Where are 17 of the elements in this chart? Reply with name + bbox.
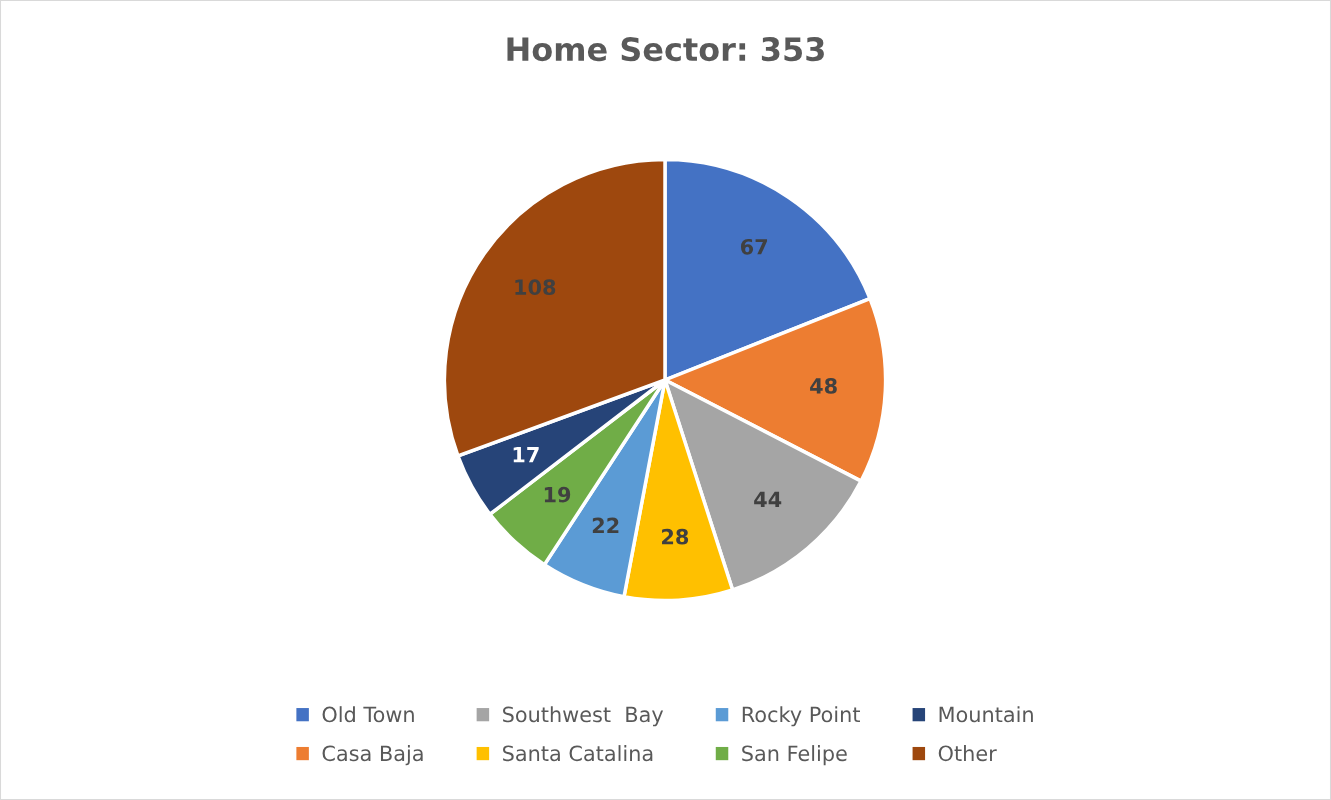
data-label: 19	[544, 486, 571, 503]
data-label: 44	[754, 491, 782, 507]
legend-label: Mountain	[939, 706, 1033, 723]
data-label: 28	[662, 528, 689, 545]
legend-label: Other	[938, 745, 997, 762]
data-label: 17	[513, 447, 539, 463]
data-label: 22	[592, 517, 619, 534]
chart-title: Home Sector: 353	[507, 37, 824, 62]
data-label: 48	[810, 378, 837, 394]
legend-label: San Felipe	[742, 745, 847, 766]
legend-label: Rocky Point	[742, 706, 860, 727]
legend-label: Santa Catalina	[503, 745, 653, 762]
data-label: 108	[515, 279, 556, 296]
legend-label: Southwest Bay	[503, 706, 664, 727]
data-label: 67	[740, 238, 768, 255]
legend-label: Old Town	[322, 706, 414, 723]
legend-label: Casa Baja	[322, 745, 423, 766]
